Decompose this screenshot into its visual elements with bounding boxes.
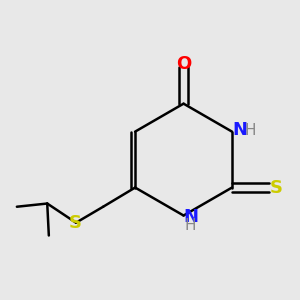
Text: S: S — [269, 178, 282, 196]
Text: H: H — [185, 218, 196, 232]
Text: H: H — [244, 122, 256, 137]
Text: N: N — [232, 121, 247, 139]
Text: N: N — [183, 208, 198, 226]
Text: S: S — [69, 214, 82, 232]
Text: O: O — [176, 55, 191, 73]
